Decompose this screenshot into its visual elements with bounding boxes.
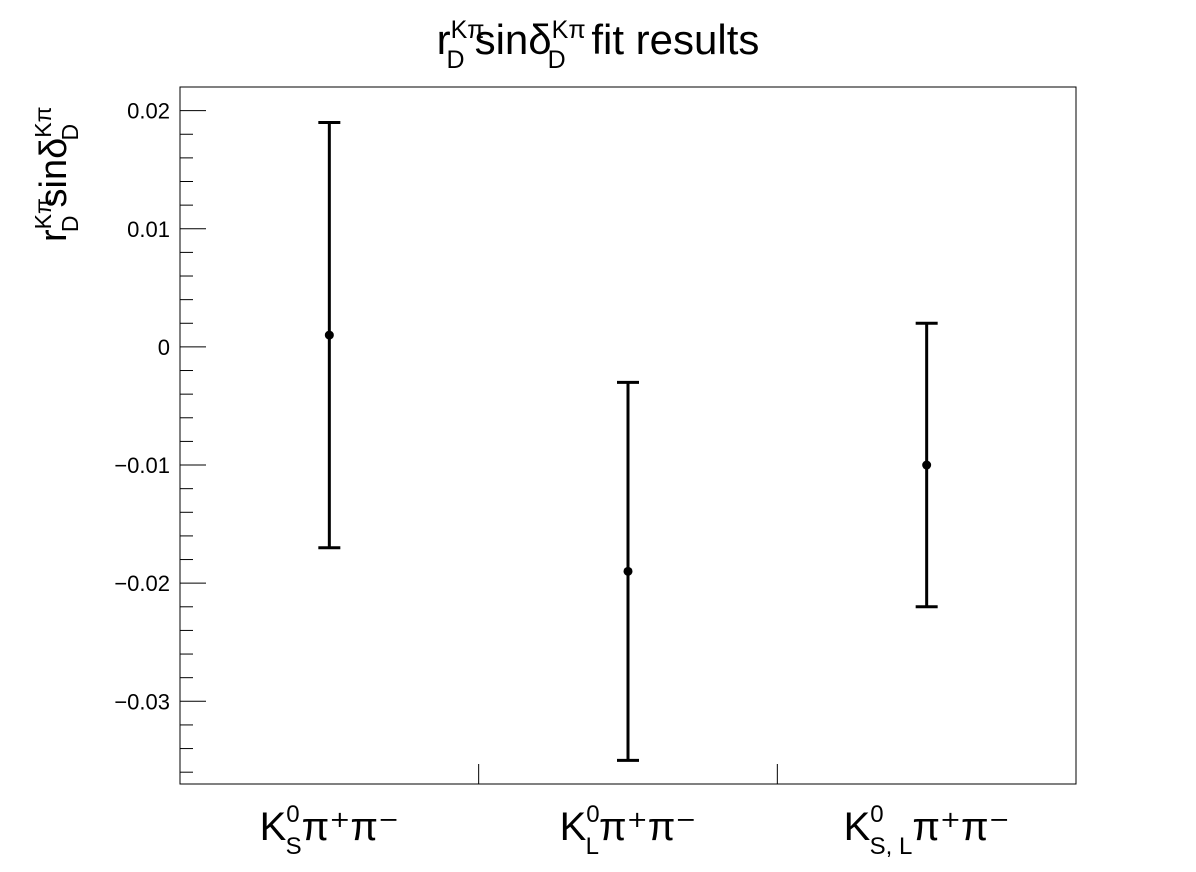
y-tick-label: 0.02: [127, 99, 170, 124]
x-tick-label: K0 Lπ⁺π⁻: [560, 801, 697, 860]
data-point: [324, 330, 334, 340]
y-tick-label: −0.01: [114, 453, 170, 478]
y-tick-label: 0.01: [127, 217, 170, 242]
y-axis: −0.03 −0.02 −0.01 0 0.01 0.02: [114, 86, 206, 773]
y-axis-label: rKπDsinδKπD: [30, 107, 83, 242]
data-point: [922, 460, 932, 470]
y-tick-label: −0.03: [114, 689, 170, 714]
x-axis: K0 Sπ⁺π⁻ K0 Lπ⁺π⁻ K0 S, Lπ⁺π⁻: [260, 764, 1010, 860]
data-point: [623, 566, 633, 576]
y-tick-label: −0.02: [114, 571, 170, 596]
plot-frame: [179, 86, 1077, 785]
data-points: [318, 120, 938, 762]
x-tick-label: K0 S, Lπ⁺π⁻: [844, 801, 1010, 860]
y-tick-label: 0: [158, 335, 170, 360]
x-tick-label: K0 Sπ⁺π⁻: [260, 801, 399, 860]
